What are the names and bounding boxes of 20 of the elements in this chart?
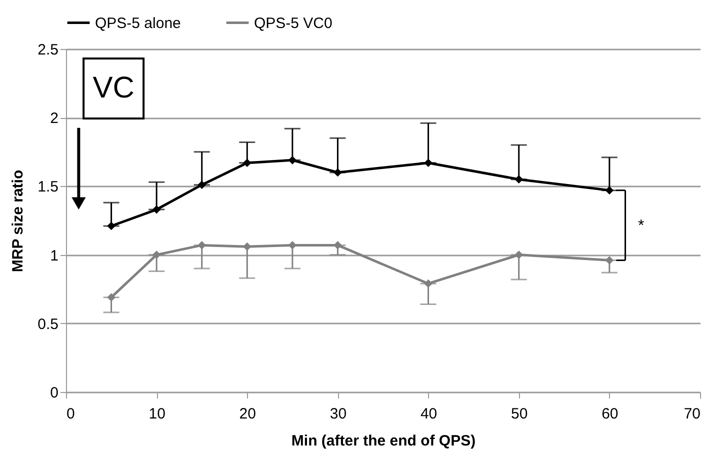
y-tick-label: 1: [50, 247, 58, 264]
y-tick-label: 0.5: [38, 316, 58, 333]
x-tick-label: 40: [420, 406, 438, 422]
x-tick-label: 50: [511, 406, 528, 422]
y-tick-label: 2.5: [38, 42, 58, 58]
x-tick-label: 60: [602, 406, 618, 422]
y-tick-label: 1.5: [38, 178, 58, 196]
x-tick-label: 20: [239, 406, 256, 422]
legend-label: QPS-5 VC0: [254, 14, 332, 32]
annotation: *: [638, 217, 644, 234]
annotation: VC: [92, 71, 134, 104]
y-tick-label: 2: [50, 110, 58, 128]
y-axis-title: MRP size ratio: [10, 170, 27, 272]
y-tick-label: 0: [50, 384, 58, 402]
x-tick-label: 10: [148, 406, 166, 422]
x-tick-label: 0: [66, 406, 75, 422]
x-tick-label: 70: [684, 406, 700, 422]
x-tick-label: 30: [330, 406, 347, 422]
legend-label: QPS-5 alone: [95, 14, 181, 32]
x-axis-title: Min (after the end of QPS): [291, 432, 476, 450]
